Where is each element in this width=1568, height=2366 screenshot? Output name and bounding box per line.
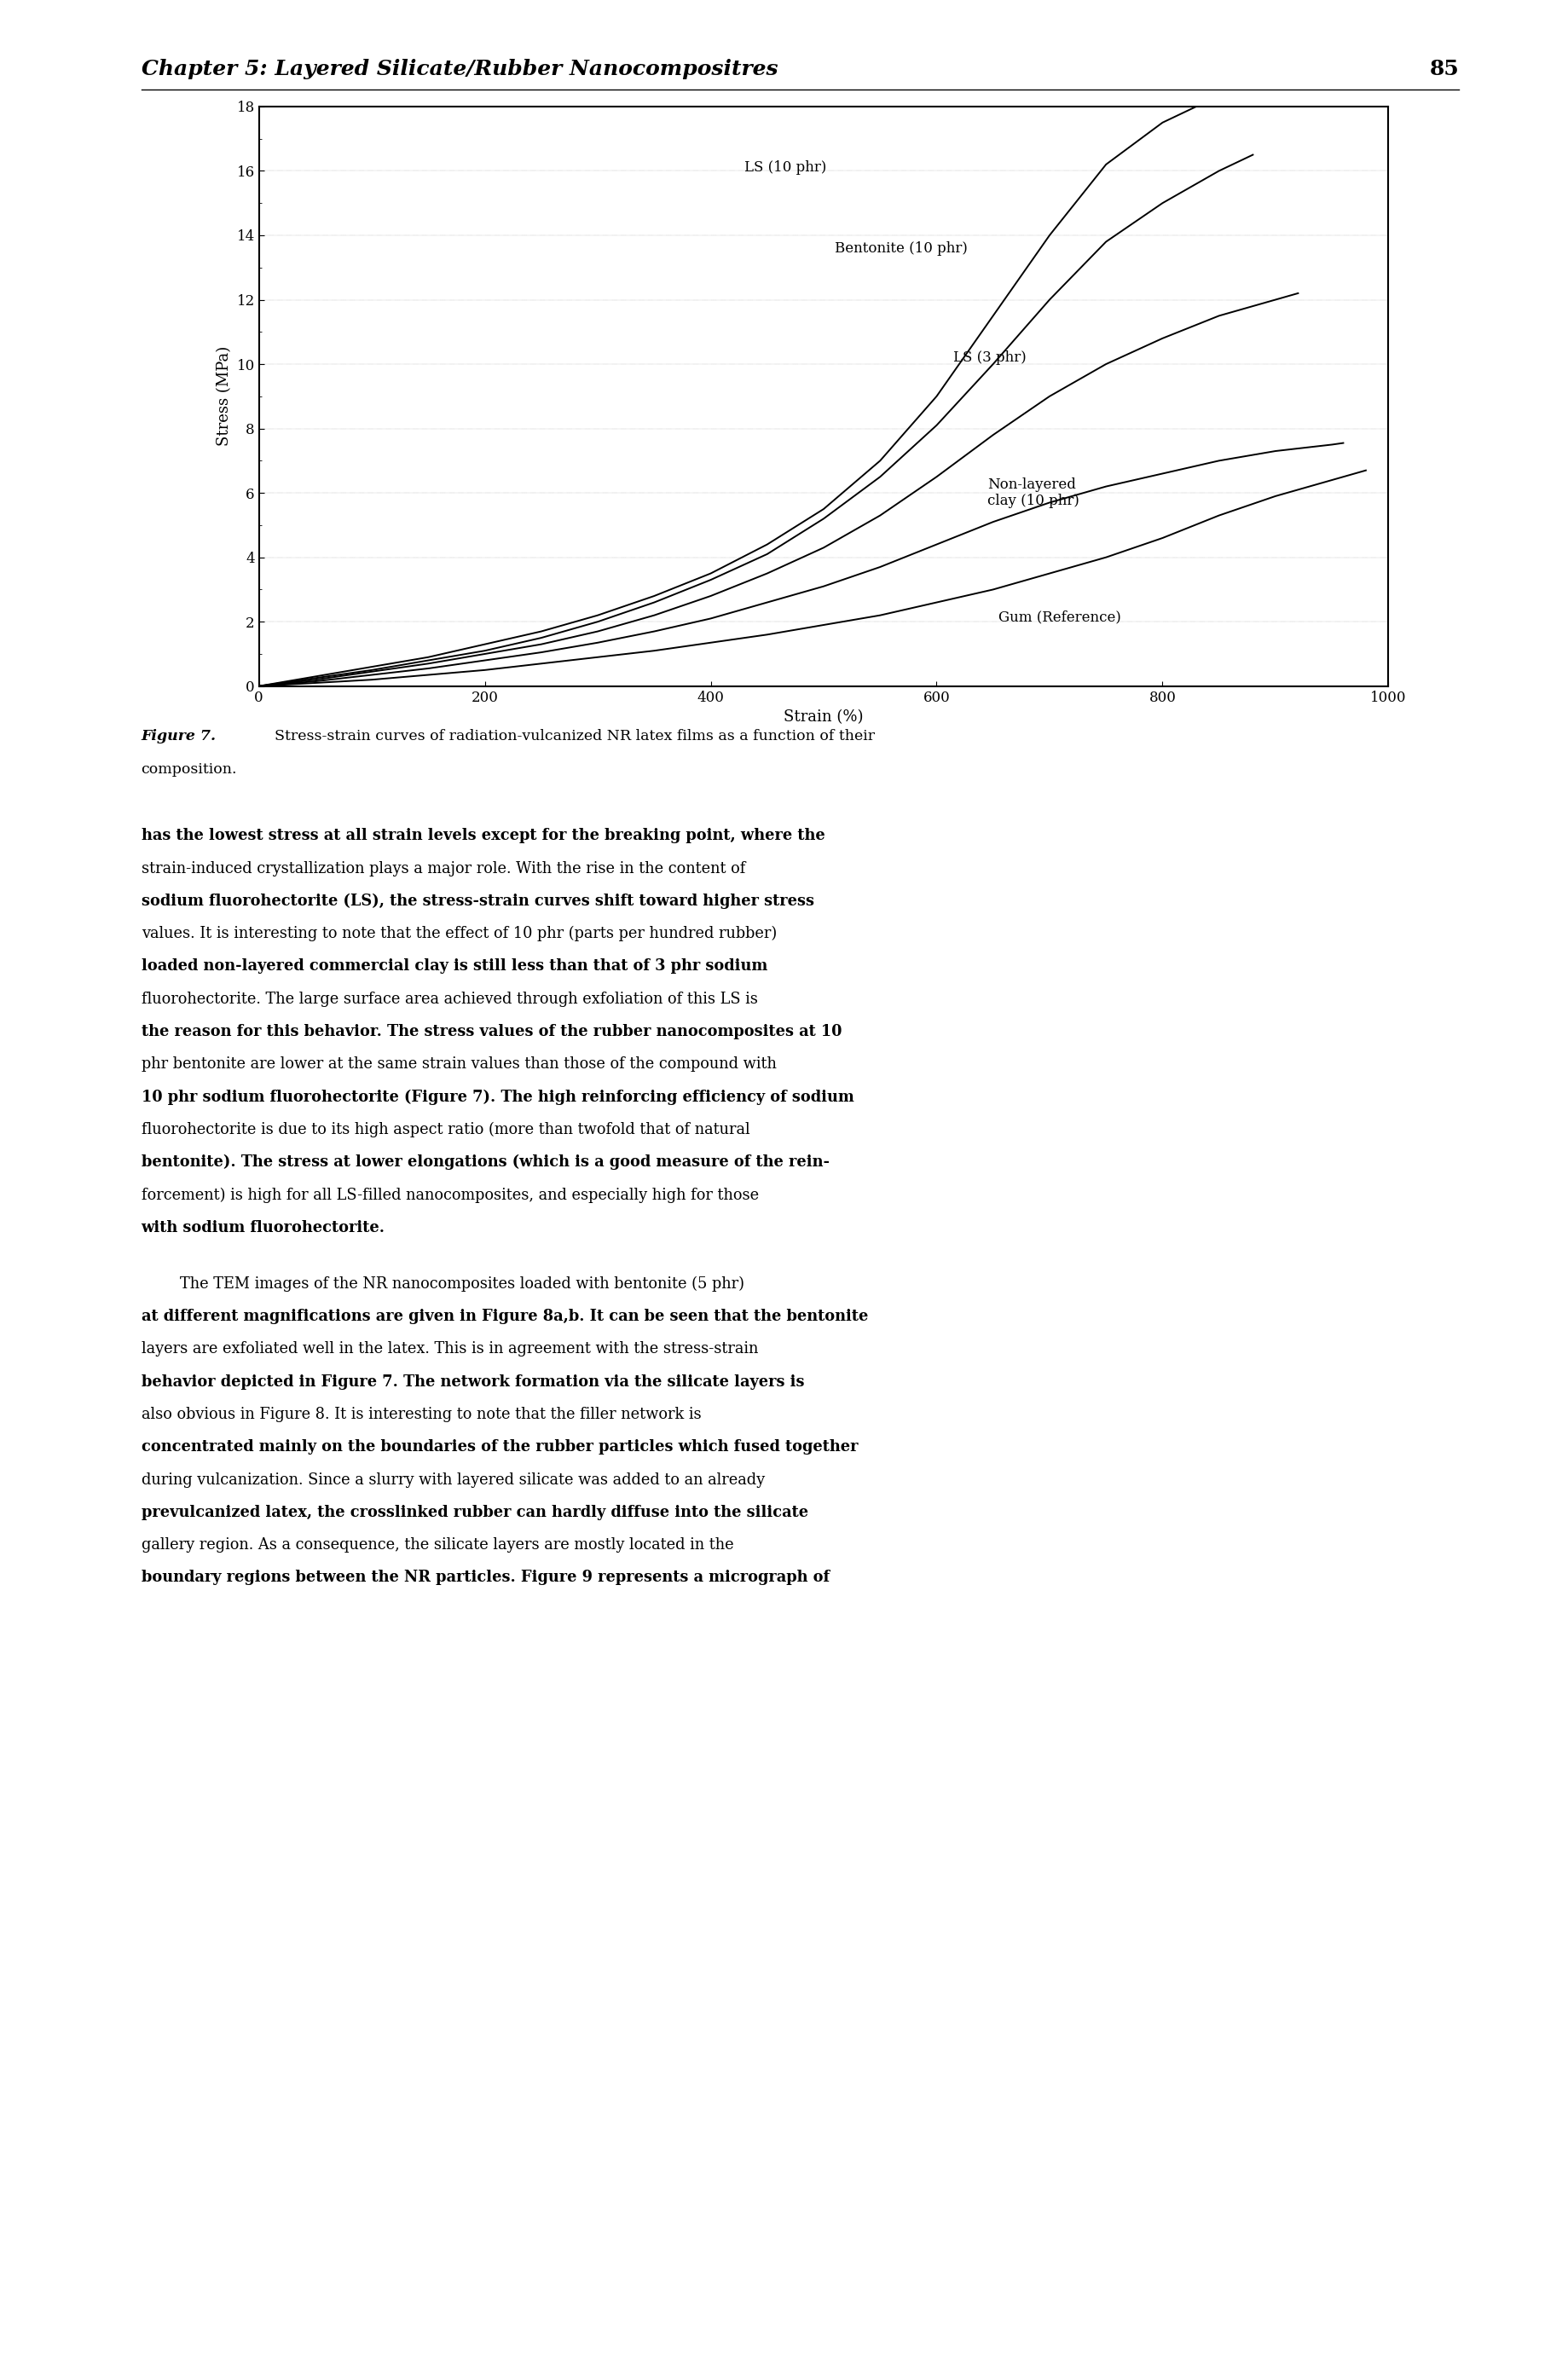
Text: loaded non-layered commercial clay is still less than that of 3 phr sodium: loaded non-layered commercial clay is st…: [141, 958, 767, 975]
Text: The TEM images of the NR nanocomposites loaded with bentonite (5 phr): The TEM images of the NR nanocomposites …: [141, 1275, 743, 1292]
Text: strain-induced crystallization plays a major role. With the rise in the content : strain-induced crystallization plays a m…: [141, 861, 745, 875]
Text: concentrated mainly on the boundaries of the rubber particles which fused togeth: concentrated mainly on the boundaries of…: [141, 1439, 858, 1455]
Text: layers are exfoliated well in the latex. This is in agreement with the stress-st: layers are exfoliated well in the latex.…: [141, 1342, 757, 1356]
Y-axis label: Stress (MPa): Stress (MPa): [216, 345, 232, 447]
Text: phr bentonite are lower at the same strain values than those of the compound wit: phr bentonite are lower at the same stra…: [141, 1058, 776, 1072]
Text: Gum (Reference): Gum (Reference): [999, 610, 1121, 625]
Text: fluorohectorite is due to its high aspect ratio (more than twofold that of natur: fluorohectorite is due to its high aspec…: [141, 1121, 750, 1138]
Text: the reason for this behavior. The stress values of the rubber nanocomposites at : the reason for this behavior. The stress…: [141, 1024, 840, 1039]
Text: sodium fluorohectorite (LS), the stress-strain curves shift toward higher stress: sodium fluorohectorite (LS), the stress-…: [141, 894, 814, 909]
Text: Figure 7.: Figure 7.: [141, 729, 216, 743]
Text: 85: 85: [1428, 59, 1458, 80]
Text: during vulcanization. Since a slurry with layered silicate was added to an alrea: during vulcanization. Since a slurry wit…: [141, 1472, 764, 1488]
Text: Bentonite (10 phr): Bentonite (10 phr): [834, 241, 967, 256]
Text: LS (10 phr): LS (10 phr): [745, 161, 826, 175]
Text: also obvious in Figure 8. It is interesting to note that the filler network is: also obvious in Figure 8. It is interest…: [141, 1408, 701, 1422]
Text: values. It is interesting to note that the effect of 10 phr (parts per hundred r: values. It is interesting to note that t…: [141, 925, 776, 942]
Text: at different magnifications are given in Figure 8a,b. It can be seen that the be: at different magnifications are given in…: [141, 1308, 867, 1325]
Text: 10 phr sodium fluorohectorite (Figure 7). The high reinforcing efficiency of sod: 10 phr sodium fluorohectorite (Figure 7)…: [141, 1088, 853, 1105]
Text: Non-layered
clay (10 phr): Non-layered clay (10 phr): [986, 478, 1079, 509]
Text: behavior depicted in Figure 7. The network formation via the silicate layers is: behavior depicted in Figure 7. The netwo…: [141, 1375, 804, 1389]
Text: Chapter 5: Layered Silicate/Rubber Nanocompositres: Chapter 5: Layered Silicate/Rubber Nanoc…: [141, 59, 778, 80]
Text: forcement) is high for all LS-filled nanocomposites, and especially high for tho: forcement) is high for all LS-filled nan…: [141, 1188, 759, 1202]
Text: with sodium fluorohectorite.: with sodium fluorohectorite.: [141, 1221, 384, 1235]
Text: prevulcanized latex, the crosslinked rubber can hardly diffuse into the silicate: prevulcanized latex, the crosslinked rub…: [141, 1505, 808, 1519]
Text: LS (3 phr): LS (3 phr): [953, 350, 1025, 364]
Text: boundary regions between the NR particles. Figure 9 represents a micrograph of: boundary regions between the NR particle…: [141, 1571, 829, 1585]
Text: fluorohectorite. The large surface area achieved through exfoliation of this LS : fluorohectorite. The large surface area …: [141, 991, 757, 1006]
Text: bentonite). The stress at lower elongations (which is a good measure of the rein: bentonite). The stress at lower elongati…: [141, 1155, 829, 1171]
X-axis label: Strain (%): Strain (%): [784, 710, 862, 724]
Text: composition.: composition.: [141, 762, 237, 776]
Text: gallery region. As a consequence, the silicate layers are mostly located in the: gallery region. As a consequence, the si…: [141, 1538, 734, 1552]
Text: has the lowest stress at all strain levels except for the breaking point, where : has the lowest stress at all strain leve…: [141, 828, 825, 842]
Text: Stress-strain curves of radiation-vulcanized NR latex films as a function of the: Stress-strain curves of radiation-vulcan…: [274, 729, 875, 743]
